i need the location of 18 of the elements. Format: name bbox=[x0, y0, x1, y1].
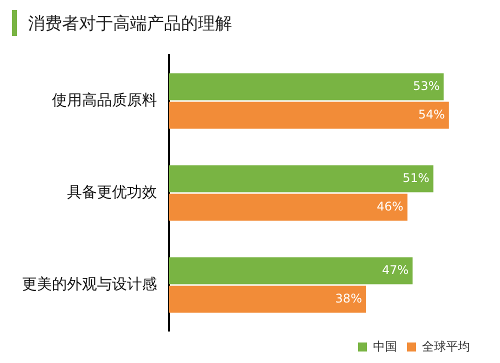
y-tick-label: 具备更优功效 bbox=[67, 182, 157, 201]
y-tick-label: 使用高品质原料 bbox=[52, 90, 157, 109]
bar bbox=[169, 286, 366, 313]
data-label: 46% bbox=[376, 199, 404, 214]
data-label: 47% bbox=[382, 262, 409, 277]
y-tick-label: 更美的外观与设计感 bbox=[22, 274, 157, 293]
data-label: 51% bbox=[402, 170, 430, 185]
bar bbox=[169, 257, 413, 284]
data-label: 53% bbox=[413, 78, 440, 93]
bar bbox=[169, 73, 444, 100]
legend-label: 全球平均 bbox=[422, 339, 470, 354]
bar bbox=[169, 165, 434, 192]
bar bbox=[169, 102, 449, 129]
chart-title: 消费者对于高端产品的理解 bbox=[28, 13, 232, 35]
bar bbox=[169, 194, 408, 221]
data-label: 54% bbox=[418, 107, 445, 122]
legend-label: 中国 bbox=[373, 339, 397, 354]
data-label: 38% bbox=[335, 291, 362, 306]
